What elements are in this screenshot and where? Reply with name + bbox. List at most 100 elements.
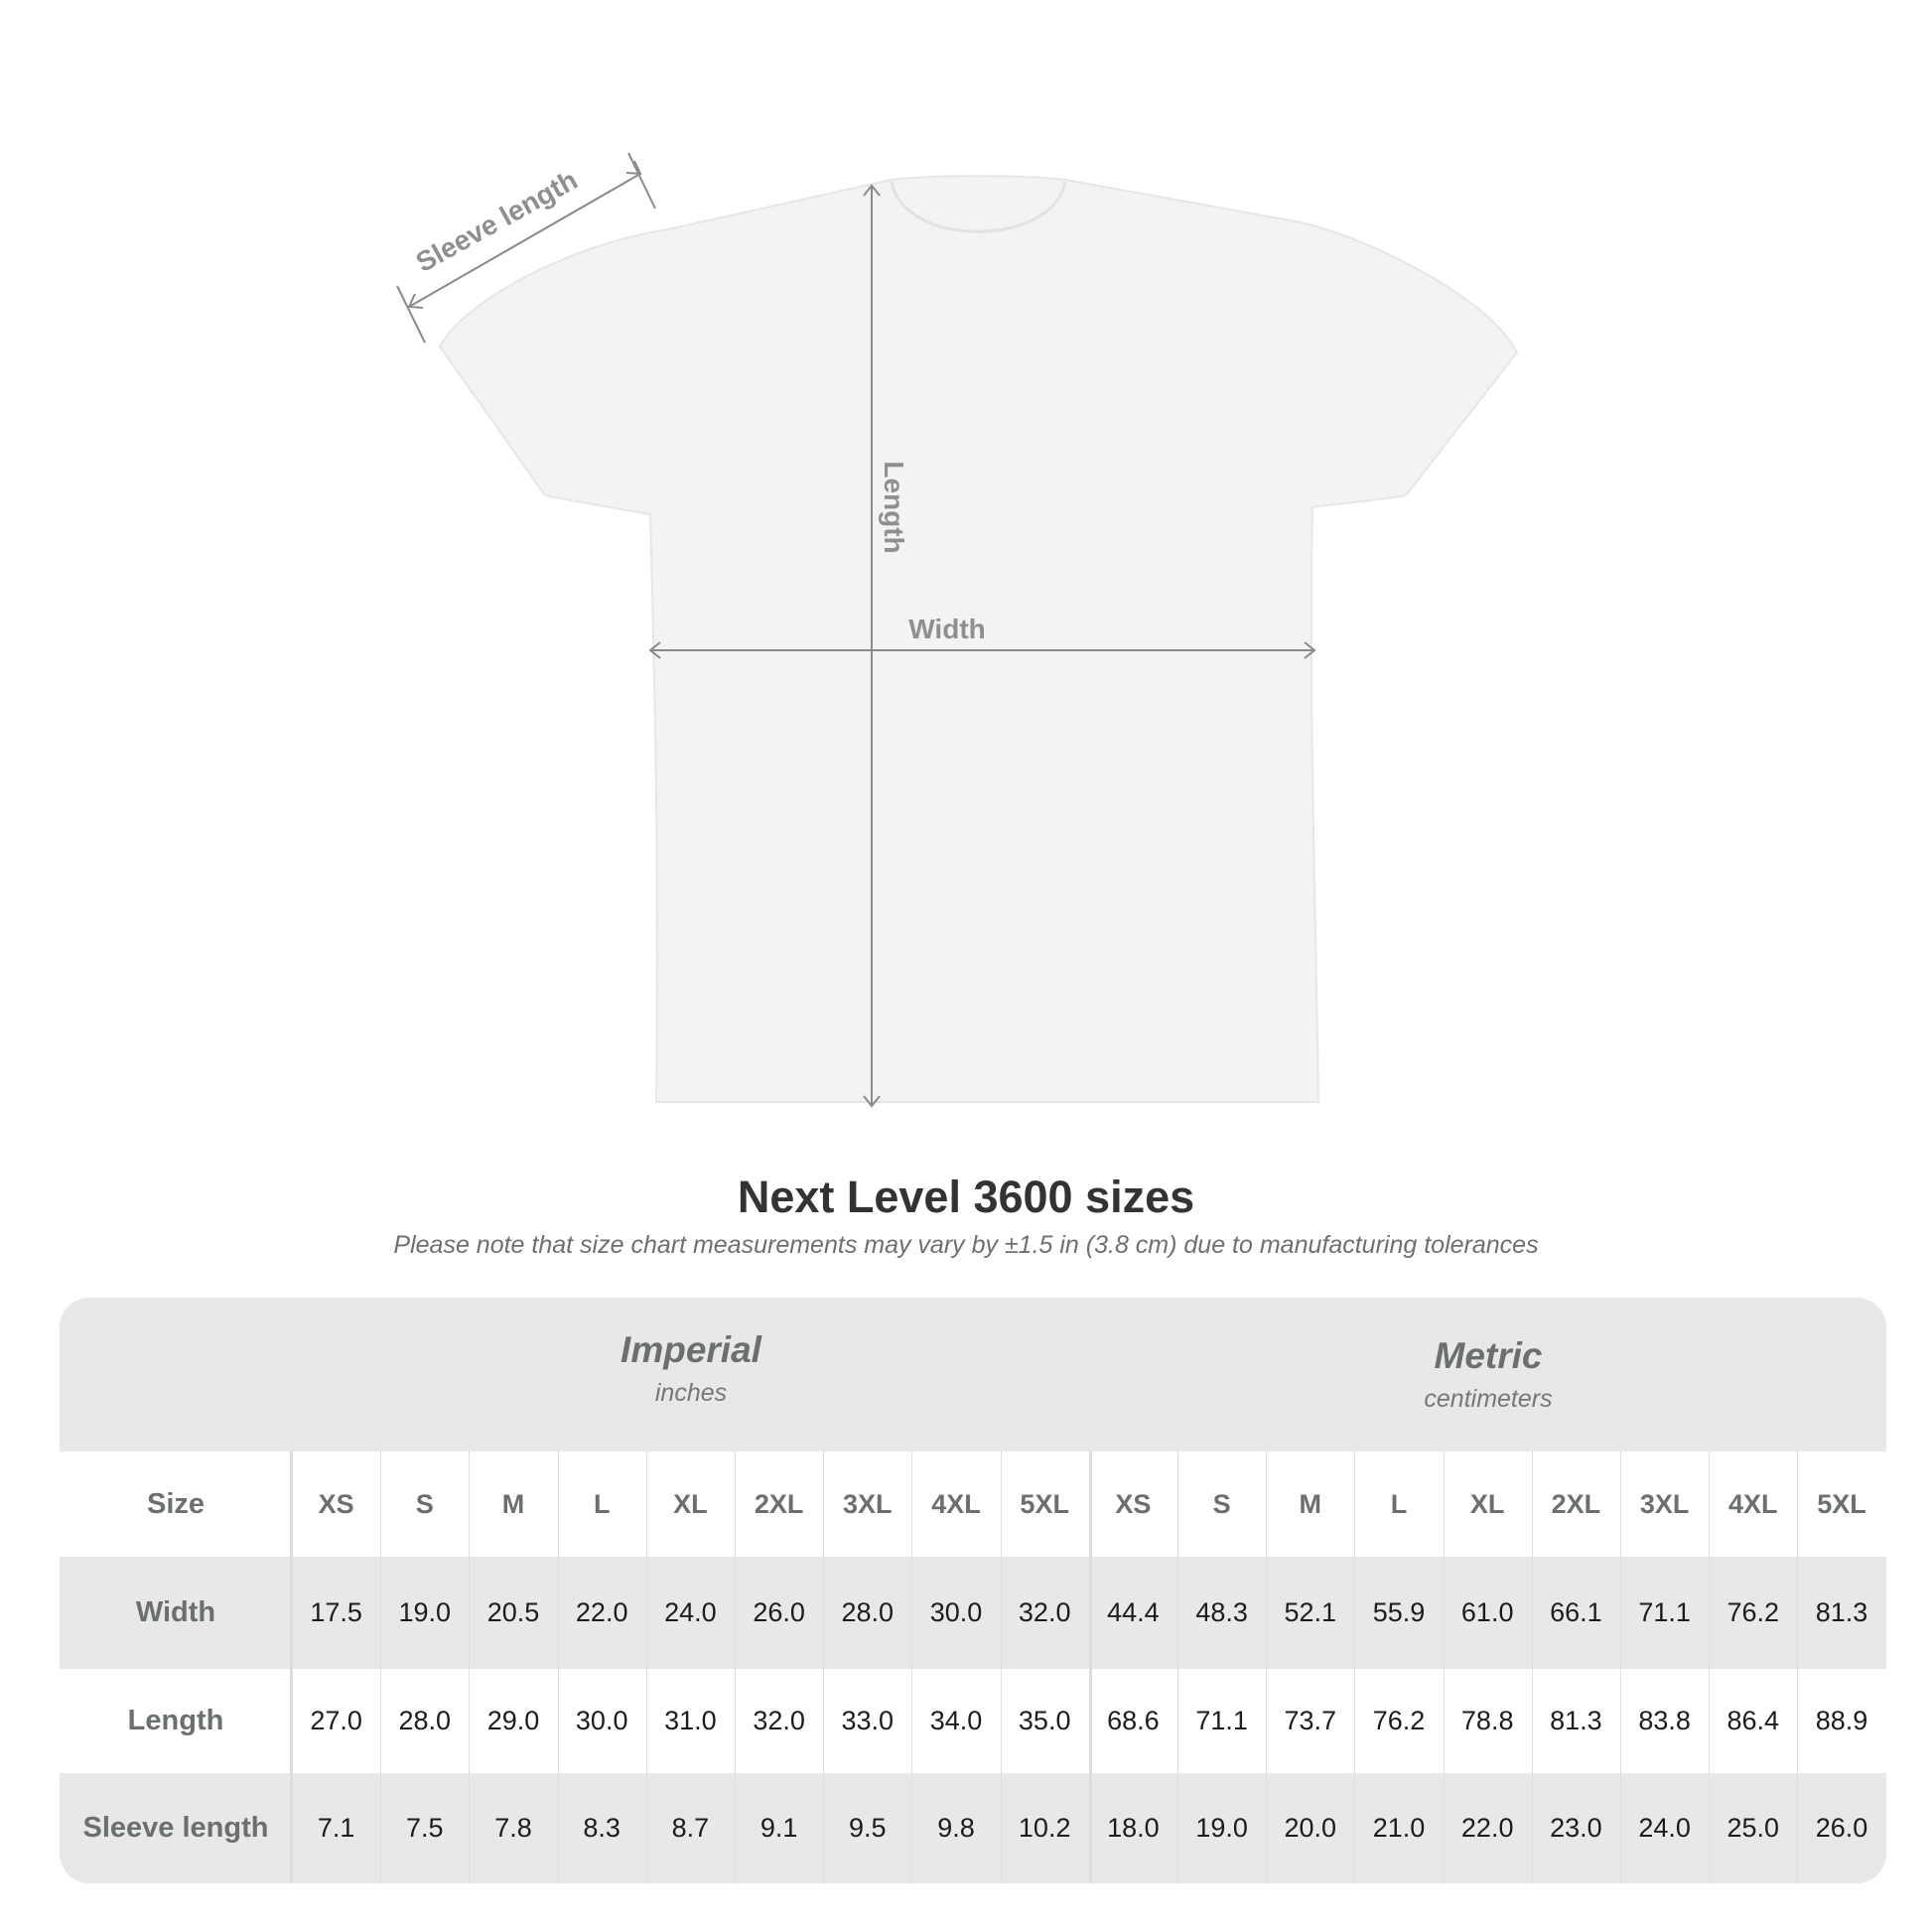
size-column-header: 5XL — [1817, 1488, 1866, 1519]
table-cell-metric: 24.0 — [1638, 1813, 1691, 1843]
tshirt-image — [438, 175, 1519, 1103]
table-cell-imperial: 17.5 — [310, 1597, 362, 1627]
table-cell-imperial: 7.8 — [494, 1813, 532, 1843]
table-cell-metric: 52.1 — [1284, 1597, 1337, 1627]
table-cell-metric: 68.6 — [1107, 1706, 1160, 1735]
table-cell-metric: 76.2 — [1726, 1597, 1780, 1627]
size-column-header: XS — [318, 1488, 354, 1519]
table-cell-imperial: 7.5 — [406, 1813, 444, 1843]
table-cell-metric: 88.9 — [1815, 1706, 1868, 1735]
table-cell-metric: 76.2 — [1372, 1706, 1426, 1735]
size-column-header: 3XL — [843, 1488, 893, 1519]
column-divider — [1531, 1451, 1533, 1883]
size-column-header: XS — [1115, 1488, 1152, 1519]
tolerance-note: Please note that size chart measurements… — [393, 1231, 1539, 1259]
table-cell-imperial: 26.0 — [753, 1597, 805, 1627]
tshirt-measurement-diagram: Sleeve length Length Width — [396, 152, 1519, 1108]
table-cell-metric: 48.3 — [1195, 1597, 1248, 1627]
size-column-header: S — [1212, 1488, 1231, 1519]
column-divider — [735, 1451, 736, 1883]
size-column-header: 2XL — [1551, 1488, 1601, 1519]
table-cell-metric: 73.7 — [1284, 1706, 1337, 1735]
column-divider — [1177, 1451, 1178, 1883]
table-cell-metric: 21.0 — [1372, 1813, 1426, 1843]
table-cell-imperial: 27.0 — [310, 1706, 362, 1735]
row-band-sleeve — [60, 1773, 1886, 1883]
size-column-header: XL — [673, 1488, 708, 1519]
table-cell-metric: 81.3 — [1550, 1706, 1602, 1735]
size-header-label: Size — [146, 1487, 206, 1520]
table-cell-metric: 83.8 — [1638, 1706, 1691, 1735]
size-column-header: L — [1390, 1488, 1408, 1519]
size-column-header: 4XL — [1728, 1488, 1778, 1519]
table-cell-metric: 81.3 — [1815, 1597, 1868, 1627]
table-cell-imperial: 9.8 — [937, 1813, 975, 1843]
column-divider — [1088, 1451, 1092, 1883]
size-column-header: S — [415, 1488, 434, 1519]
table-cell-metric: 22.0 — [1460, 1813, 1514, 1843]
page-title: Next Level 3600 sizes — [737, 1172, 1195, 1222]
size-column-header: M — [1299, 1488, 1322, 1519]
table-cell-imperial: 28.0 — [398, 1706, 452, 1735]
table-cell-imperial: 30.0 — [929, 1597, 983, 1627]
table-cell-metric: 55.9 — [1372, 1597, 1426, 1627]
column-divider — [911, 1451, 913, 1883]
table-cell-imperial: 35.0 — [1018, 1706, 1071, 1735]
sleeve-arrow — [408, 173, 641, 308]
table-cell-metric: 44.4 — [1107, 1597, 1160, 1627]
table-cell-metric: 71.1 — [1195, 1706, 1248, 1735]
table-cell-metric: 66.1 — [1550, 1597, 1602, 1627]
table-cell-metric: 25.0 — [1726, 1813, 1780, 1843]
table-cell-metric: 20.0 — [1284, 1813, 1337, 1843]
collar — [890, 181, 1067, 233]
table-cell-metric: 61.0 — [1460, 1597, 1514, 1627]
row-label: Width — [135, 1596, 216, 1628]
table-cell-imperial: 31.0 — [664, 1706, 717, 1735]
table-cell-imperial: 30.0 — [575, 1706, 628, 1735]
table-cell-imperial: 24.0 — [664, 1597, 717, 1627]
table-cell-imperial: 22.0 — [575, 1597, 628, 1627]
table-cell-imperial: 29.0 — [486, 1706, 540, 1735]
size-column-header: L — [593, 1488, 611, 1519]
table-cell-imperial: 20.5 — [486, 1597, 540, 1627]
table-cell-imperial: 8.7 — [671, 1813, 710, 1843]
table-cell-imperial: 10.2 — [1018, 1813, 1071, 1843]
table-cell-imperial: 32.0 — [1018, 1597, 1071, 1627]
row-label: Length — [127, 1705, 224, 1736]
table-cell-imperial: 19.0 — [398, 1597, 452, 1627]
table-cell-metric: 26.0 — [1815, 1813, 1868, 1843]
table-cell-metric: 78.8 — [1460, 1706, 1514, 1735]
size-column-header: 4XL — [931, 1488, 981, 1519]
metric-title: Metric — [1434, 1335, 1543, 1376]
column-divider — [1266, 1451, 1268, 1883]
size-column-header: 5XL — [1020, 1488, 1069, 1519]
size-column-header: 3XL — [1639, 1488, 1690, 1519]
size-column-header: M — [501, 1488, 525, 1519]
table-cell-metric: 23.0 — [1550, 1813, 1602, 1843]
table-cell-metric: 19.0 — [1195, 1813, 1248, 1843]
table-cell-imperial: 9.5 — [849, 1813, 887, 1843]
table-cell-imperial: 9.1 — [759, 1813, 798, 1843]
table-cell-imperial: 33.0 — [841, 1706, 895, 1735]
imperial-group-header: Imperial inches — [292, 1329, 1090, 1408]
size-chart-table: Imperial inches Metric centimeters Size X… — [60, 1298, 1886, 1883]
metric-group-header: Metric centimeters — [1090, 1335, 1886, 1414]
width-label: Width — [908, 614, 986, 644]
column-divider — [1354, 1451, 1356, 1883]
row-label: Sleeve length — [82, 1812, 269, 1844]
table-cell-imperial: 28.0 — [841, 1597, 895, 1627]
imperial-title: Imperial — [621, 1329, 761, 1370]
column-divider — [290, 1451, 293, 1883]
table-cell-metric: 86.4 — [1726, 1706, 1780, 1735]
column-divider — [823, 1451, 825, 1883]
metric-unit: centimeters — [1424, 1385, 1553, 1413]
column-divider — [380, 1451, 382, 1883]
length-label: Length — [879, 461, 909, 553]
table-cell-imperial: 8.3 — [583, 1813, 621, 1843]
column-divider — [469, 1451, 471, 1883]
imperial-unit: inches — [654, 1379, 728, 1407]
table-cell-imperial: 7.1 — [317, 1813, 355, 1843]
size-column-header: XL — [1469, 1488, 1505, 1519]
column-divider — [557, 1451, 559, 1883]
column-divider — [645, 1451, 647, 1883]
